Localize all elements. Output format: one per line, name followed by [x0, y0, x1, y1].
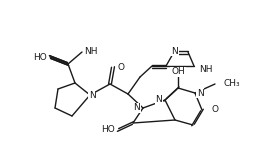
Text: HO: HO	[101, 126, 115, 134]
Text: NH: NH	[84, 47, 97, 57]
Text: N: N	[197, 88, 204, 98]
Text: N: N	[172, 46, 178, 56]
Text: O: O	[118, 63, 125, 71]
Text: O: O	[212, 105, 219, 115]
Text: NH: NH	[199, 64, 213, 74]
Text: CH₃: CH₃	[223, 80, 240, 88]
Text: HO: HO	[33, 52, 47, 62]
Text: N: N	[89, 91, 95, 99]
Text: N: N	[133, 104, 140, 112]
Text: N: N	[155, 96, 162, 104]
Text: OH: OH	[171, 68, 185, 76]
